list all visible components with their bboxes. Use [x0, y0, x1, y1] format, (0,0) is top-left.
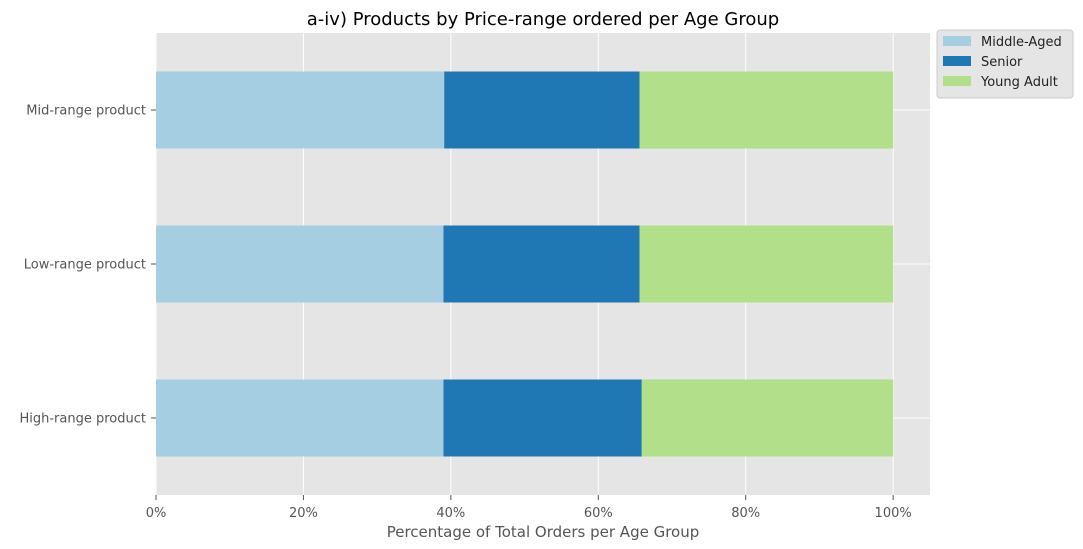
x-axis-ticks: 0% 20% 40% 60% 80% 100% [146, 495, 912, 521]
bar-segment [639, 71, 894, 149]
legend-swatch [943, 36, 971, 46]
bar-segment [156, 225, 444, 303]
bar-segment [443, 225, 640, 303]
bar-segment [639, 225, 894, 303]
y-tick-label: Mid-range product [26, 104, 146, 119]
x-axis-label: Percentage of Total Orders per Age Group [387, 523, 700, 541]
x-tick-label: 80% [731, 506, 760, 521]
bar-segment [443, 379, 642, 457]
bar-segment [156, 379, 444, 457]
legend-swatch [943, 76, 971, 86]
legend-label: Middle-Aged [981, 35, 1062, 50]
y-tick-label: High-range product [19, 412, 146, 427]
bar-segment [641, 379, 894, 457]
legend-label: Young Adult [980, 75, 1058, 90]
legend: Middle-Aged Senior Young Adult [936, 29, 1074, 99]
bars [156, 71, 894, 457]
bar-segment [444, 71, 640, 149]
chart-title: a-iv) Products by Price-range ordered pe… [307, 9, 779, 30]
x-tick-label: 40% [436, 506, 465, 521]
legend-swatch [943, 56, 971, 66]
bar-segment [156, 71, 445, 149]
legend-label: Senior [981, 55, 1023, 70]
y-axis-ticks: High-range product Low-range product Mid-r… [19, 104, 156, 427]
x-tick-label: 20% [289, 506, 318, 521]
x-tick-label: 60% [584, 506, 613, 521]
x-tick-label: 0% [146, 506, 167, 521]
y-tick-label: Low-range product [24, 258, 146, 273]
x-tick-label: 100% [875, 506, 912, 521]
